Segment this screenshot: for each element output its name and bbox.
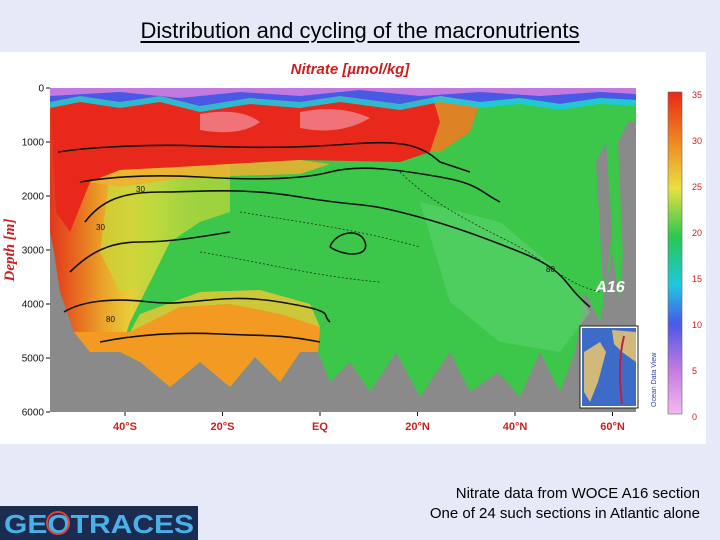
x-tick-label: EQ: [312, 421, 328, 433]
x-axis: 40°S 20°S EQ 20°N 40°N 60°N: [113, 412, 625, 433]
colorbar-ticks: 35 30 25 20 15 10 5 0: [692, 90, 702, 422]
caption: Nitrate data from WOCE A16 section One o…: [430, 484, 700, 524]
colorbar-tick-label: 25: [692, 182, 702, 192]
colorbar-tick-label: 0: [692, 412, 697, 422]
geotraces-logo: GEOTRACES: [0, 506, 198, 540]
globe-icon: [46, 511, 70, 535]
y-axis: 0 1000 2000 3000 4000 5000 6000: [22, 84, 50, 419]
section-label: A16: [594, 279, 624, 296]
colorbar-tick-label: 30: [692, 136, 702, 146]
x-tick-label: 40°N: [503, 421, 528, 433]
y-tick-label: 0: [38, 84, 44, 95]
chart-title: Nitrate [µmol/kg]: [291, 61, 411, 78]
nitrate-section-figure: Nitrate [µmol/kg] Depth [m]: [0, 52, 706, 444]
contour-label: 30: [96, 223, 105, 232]
y-tick-label: 5000: [22, 354, 45, 365]
colorbar-tick-label: 20: [692, 228, 702, 238]
y-tick-label: 1000: [22, 138, 45, 149]
colorbar-tick-label: 35: [692, 90, 702, 100]
y-tick-label: 4000: [22, 300, 45, 311]
y-tick-label: 3000: [22, 246, 45, 257]
caption-line-1: Nitrate data from WOCE A16 section: [455, 485, 700, 502]
x-tick-label: 60°N: [600, 421, 625, 433]
caption-line-2: One of 24 such sections in Atlantic alon…: [429, 505, 700, 522]
colorbar-tick-label: 15: [692, 274, 702, 284]
colorbar: [667, 91, 683, 415]
y-axis-label: Depth [m]: [2, 219, 18, 283]
logo-text: GEOTRACES: [4, 509, 194, 539]
slide-title: Distribution and cycling of the macronut…: [140, 18, 580, 43]
inset-map: Ocean Data View: [579, 325, 658, 409]
y-tick-label: 2000: [22, 192, 45, 203]
section-plot: 30 30 80 80: [50, 88, 636, 412]
contour-label: 30: [136, 185, 145, 194]
bottom-water-layer: [74, 304, 320, 387]
colorbar-tick-label: 5: [692, 366, 697, 376]
inset-credit: Ocean Data View: [651, 352, 658, 407]
x-tick-label: 20°S: [211, 421, 235, 433]
colorbar-tick-label: 10: [692, 320, 702, 330]
contour-label: 80: [106, 315, 115, 324]
x-tick-label: 40°S: [113, 421, 137, 433]
x-tick-label: 20°N: [405, 421, 430, 433]
contour-label-group: 30 30 80 80: [96, 185, 555, 324]
y-tick-label: 6000: [22, 408, 45, 419]
contour-label: 80: [546, 265, 555, 274]
contour-lines: [57, 141, 591, 343]
nitrate-section-chart: Nitrate [µmol/kg] Depth [m]: [2, 61, 702, 433]
